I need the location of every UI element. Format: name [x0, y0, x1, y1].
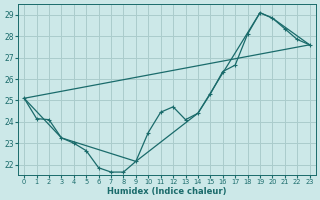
X-axis label: Humidex (Indice chaleur): Humidex (Indice chaleur): [107, 187, 227, 196]
